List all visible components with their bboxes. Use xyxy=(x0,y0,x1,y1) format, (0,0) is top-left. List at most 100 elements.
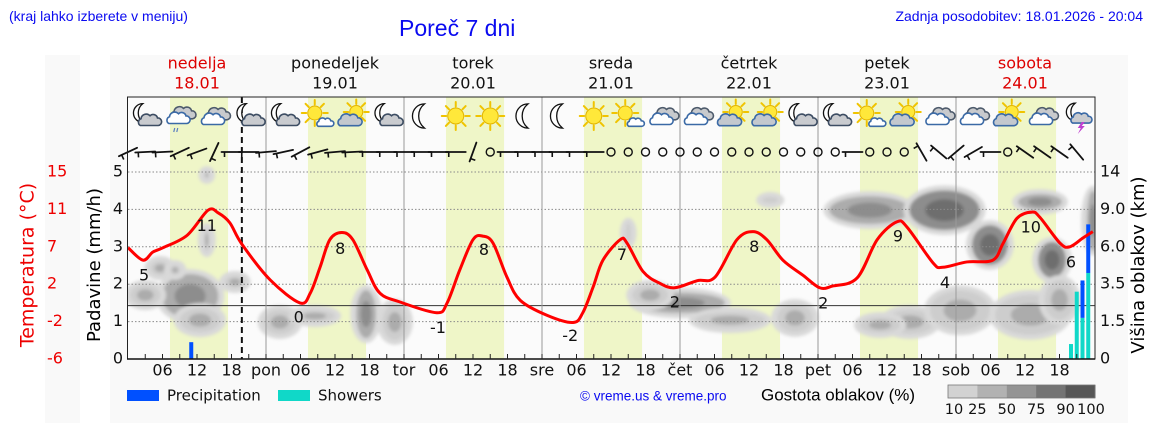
temperature-extreme-labels: 5 11 0 8 -1 8 -2 7 2 8 2 9 4 10 6 xyxy=(139,216,1076,345)
weather-icon-moon-cloud xyxy=(788,102,818,127)
x-axis-tick-label: 06 xyxy=(290,361,310,380)
calm-wind-icon xyxy=(744,147,754,157)
cloud-core xyxy=(640,289,660,301)
wind-barb-icon xyxy=(151,150,174,158)
density-scale-segment xyxy=(948,385,978,398)
sun-ray xyxy=(304,118,310,124)
wind-barb-shaft xyxy=(290,146,311,158)
cloud-icon xyxy=(925,112,950,126)
cloud-patch xyxy=(966,220,1014,270)
wind-barb-tick xyxy=(172,154,177,160)
wind-barb-shaft xyxy=(915,142,928,162)
wind-barb-tick xyxy=(470,157,476,162)
temperature-tick-label: -6 xyxy=(47,349,63,368)
sun-icon xyxy=(578,101,609,131)
calm-wind-icon xyxy=(640,147,651,157)
cloud-icon xyxy=(889,113,915,127)
wind-barb-icon xyxy=(134,150,157,158)
sun-disc xyxy=(447,107,465,125)
moon-icon xyxy=(549,103,565,129)
wind-barb-icon xyxy=(307,148,329,159)
cloud-icon xyxy=(316,117,335,128)
cloud-icon xyxy=(827,113,853,127)
moon-icon xyxy=(411,103,427,129)
weather-icon-sun-cloud xyxy=(889,98,922,127)
sun-ray xyxy=(615,118,621,124)
day-date: 23.01 xyxy=(864,74,910,93)
weather-icon-moon xyxy=(515,103,530,129)
wind-barb-icon xyxy=(255,150,277,158)
temperature-value-label: -1 xyxy=(430,318,446,337)
density-scale-segment xyxy=(1065,385,1096,398)
sun-ray xyxy=(912,116,919,122)
x-axis-tick-label: pon xyxy=(251,361,281,380)
x-axis-tick-label: tor xyxy=(393,361,416,380)
day-date: 18.01 xyxy=(174,74,220,93)
cloud-height-tick-label: 14 xyxy=(1100,162,1120,181)
temperature-value-label: 8 xyxy=(335,239,345,258)
density-scale-label: 100 xyxy=(1077,402,1105,418)
day-name: četrtek xyxy=(721,54,779,73)
wind-barb-tick xyxy=(120,154,125,160)
calm-wind-icon xyxy=(778,147,789,157)
precipitation-tick-label: 0 xyxy=(113,349,123,368)
cloud-patch xyxy=(198,166,216,184)
calm-wind-icon xyxy=(882,147,892,157)
weather-icon-moon-cloud xyxy=(270,102,301,127)
density-scale-segment xyxy=(977,385,1008,398)
sun-ray xyxy=(582,121,589,127)
sun-ray xyxy=(495,105,502,111)
wind-barb-tick xyxy=(1067,146,1073,151)
cloud-core xyxy=(1027,197,1052,207)
cloud-patch xyxy=(219,270,251,293)
temperature-value-label: 9 xyxy=(893,227,903,246)
wind-barb-icon xyxy=(272,149,294,159)
precipitation-tick-label: 1 xyxy=(113,311,123,330)
sun-disc xyxy=(307,105,323,121)
precipitation-legend-swatch xyxy=(127,390,159,401)
cloud-icon xyxy=(716,113,743,127)
calm-wind-icon xyxy=(796,147,806,157)
calm-wind-icon xyxy=(606,147,616,157)
x-axis-tick-label: 18 xyxy=(1049,361,1069,380)
weather-icon-sun-cloud xyxy=(337,98,370,127)
showers-legend-label: Showers xyxy=(318,387,382,405)
weather-icon-moon-cloud xyxy=(236,102,266,127)
cloud-core xyxy=(710,315,750,325)
day-name: petek xyxy=(864,54,910,73)
cloud-icon xyxy=(683,112,709,126)
weather-icon-cloudy xyxy=(200,106,232,126)
sun-ray xyxy=(725,102,732,108)
cloud-core xyxy=(154,264,166,273)
day-date: 21.01 xyxy=(588,74,634,93)
cloud-height-tick-label: 1.5 xyxy=(1100,311,1125,330)
copyright-link[interactable]: © vreme.us & vreme.pro xyxy=(580,389,727,404)
wind-barb-icon xyxy=(979,151,1002,157)
sun-ray xyxy=(599,121,605,127)
daylight-band xyxy=(445,97,505,359)
wind-barb-icon xyxy=(929,144,948,160)
sun-ray xyxy=(461,121,467,127)
precipitation-bars xyxy=(189,224,1091,359)
cloud-core xyxy=(943,299,977,322)
density-scale-label: 50 xyxy=(998,402,1016,418)
weather-icon-sun xyxy=(578,101,609,131)
wind-barb-tick xyxy=(929,146,935,152)
sun-ray xyxy=(479,105,485,111)
sun-ray xyxy=(360,102,367,108)
weather-icon-cloudy xyxy=(1028,106,1060,126)
wind-barb-icon xyxy=(444,151,467,157)
x-axis-tick-label: 06 xyxy=(566,361,586,380)
weather-icon-sun-cloud xyxy=(716,98,750,127)
wind-barb-tick xyxy=(189,154,193,160)
cloud-icon xyxy=(166,111,191,125)
weather-icon-sun-small-cloud xyxy=(852,99,887,128)
density-scale-label: 90 xyxy=(1056,402,1074,418)
drizzle-drop xyxy=(176,127,179,133)
cloud-height-tick-label: 9.0 xyxy=(1100,199,1125,218)
sun-disc xyxy=(585,107,603,125)
